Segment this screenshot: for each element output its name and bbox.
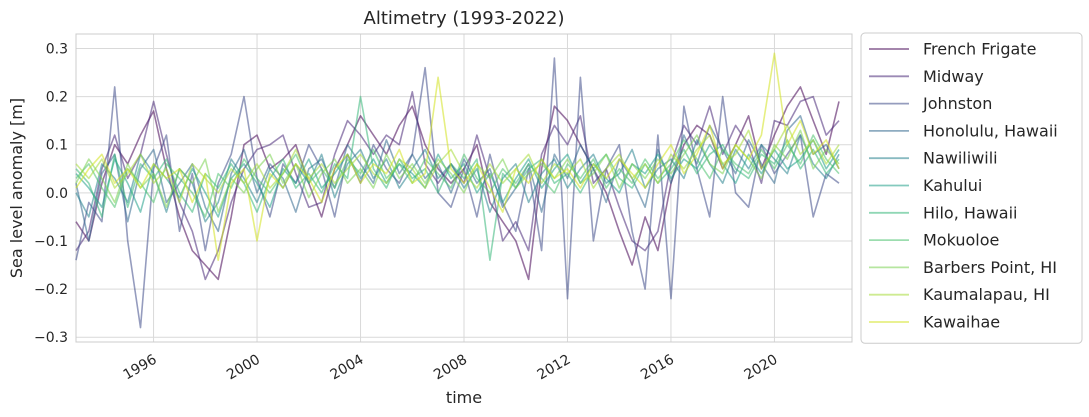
series-line bbox=[75, 52, 840, 262]
y-tick-label: −0.3 bbox=[34, 330, 68, 346]
legend-label: Midway bbox=[923, 67, 984, 86]
legend-label: Mokuoloe bbox=[923, 231, 999, 250]
y-tick-label: 0.0 bbox=[46, 186, 68, 202]
legend: French Frigate Midway Johnston Honolulu, Ha… bbox=[860, 32, 1083, 344]
series-line bbox=[75, 57, 840, 329]
series-lines bbox=[75, 52, 840, 329]
y-tick-label: 0.3 bbox=[46, 41, 68, 57]
legend-label: Kahului bbox=[923, 176, 982, 195]
legend-label: Hilo, Hawaii bbox=[923, 203, 1018, 222]
series-line bbox=[75, 129, 840, 213]
legend-label: Barbers Point, HI bbox=[923, 258, 1057, 277]
legend-label: French Frigate bbox=[923, 40, 1036, 59]
y-tick-label: 0.2 bbox=[46, 90, 68, 106]
y-axis-title: Sea level anomaly [m] bbox=[7, 98, 26, 278]
y-tick-label: 0.1 bbox=[46, 138, 68, 154]
y-tick-labels: −0.3 −0.2 −0.1 0.0 0.1 0.2 0.3 bbox=[34, 41, 68, 346]
series-line bbox=[75, 91, 840, 281]
y-tick-label: −0.2 bbox=[34, 282, 68, 298]
legend-label: Kawaihae bbox=[923, 313, 1000, 332]
series-line bbox=[75, 134, 840, 218]
legend-label: Johnston bbox=[922, 94, 992, 113]
y-tick-label: −0.1 bbox=[34, 234, 68, 250]
legend-label: Nawiliwili bbox=[923, 149, 998, 168]
legend-frame bbox=[860, 32, 1083, 344]
legend-label: Kaumalapau, HI bbox=[923, 285, 1050, 304]
series-line bbox=[75, 124, 840, 204]
legend-label: Honolulu, Hawaii bbox=[923, 121, 1058, 140]
x-axis-title: time bbox=[446, 388, 482, 407]
chart-title: Altimetry (1993-2022) bbox=[364, 8, 565, 29]
